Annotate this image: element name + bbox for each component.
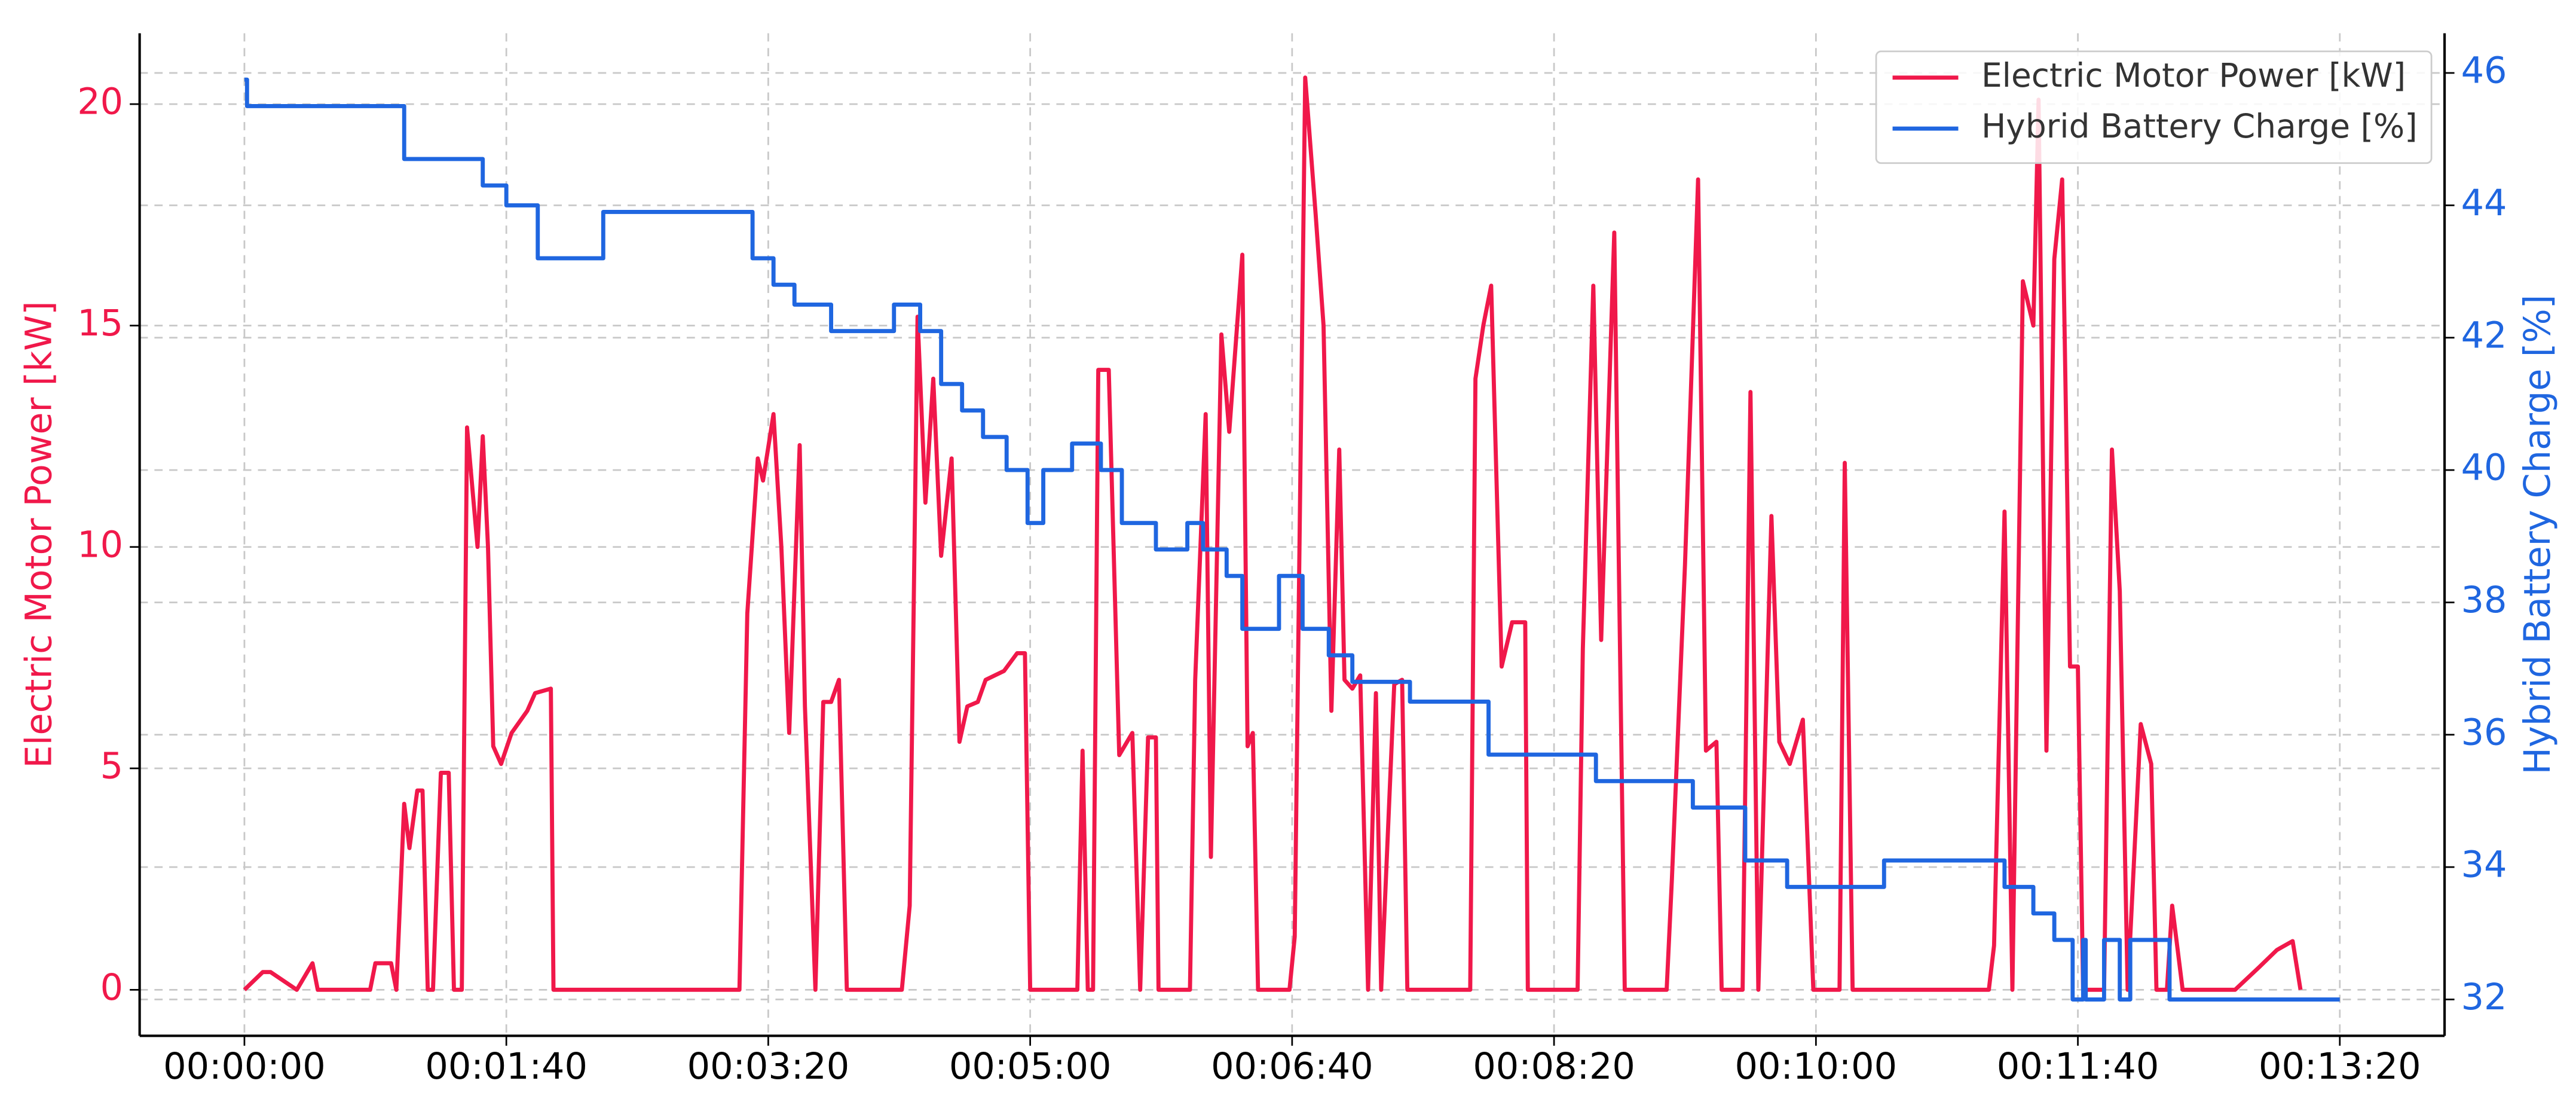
y-tick-label: 0: [100, 967, 123, 1009]
y-tick-label: 10: [77, 524, 123, 566]
y2-axis-label: Hybrid Battery Charge [%]: [2517, 295, 2559, 775]
y-tick-label: 15: [77, 303, 123, 344]
series-line: [243, 75, 2303, 992]
y2-tick-label: 32: [2461, 976, 2507, 1018]
y-tick-label: 5: [100, 746, 123, 787]
y-axis-label: Electric Motor Power [kW]: [18, 301, 60, 768]
x-tick-label: 00:00:00: [163, 1046, 326, 1088]
x-tick-label: 00:10:00: [1735, 1046, 1898, 1088]
y2-tick-label: 34: [2461, 844, 2507, 886]
legend-label: Hybrid Battery Charge [%]: [1981, 107, 2418, 145]
x-tick-label: 00:03:20: [687, 1046, 850, 1088]
legend-box: [1875, 50, 2433, 164]
x-tick-label: 00:01:40: [425, 1046, 588, 1088]
series-line: [244, 77, 2340, 1002]
y2-tick-label: 46: [2461, 50, 2507, 92]
y-tick-label: 20: [77, 81, 123, 123]
y2-tick-label: 36: [2461, 712, 2507, 753]
legend-label: Electric Motor Power [kW]: [1981, 56, 2406, 94]
legend: Electric Motor Power [kW] Hybrid Battery …: [1875, 50, 2433, 164]
y2-tick-label: 40: [2461, 447, 2507, 489]
x-tick-label: 00:05:00: [949, 1046, 1112, 1088]
x-tick-label: 00:08:20: [1473, 1046, 1635, 1088]
x-tick-label: 00:11:40: [1997, 1046, 2159, 1088]
x-tick-label: 00:13:20: [2259, 1046, 2421, 1088]
y2-tick-label: 42: [2461, 315, 2507, 356]
x-tick-label: 00:06:40: [1211, 1046, 1373, 1088]
y2-tick-label: 44: [2461, 182, 2507, 224]
y2-tick-label: 38: [2461, 579, 2507, 621]
